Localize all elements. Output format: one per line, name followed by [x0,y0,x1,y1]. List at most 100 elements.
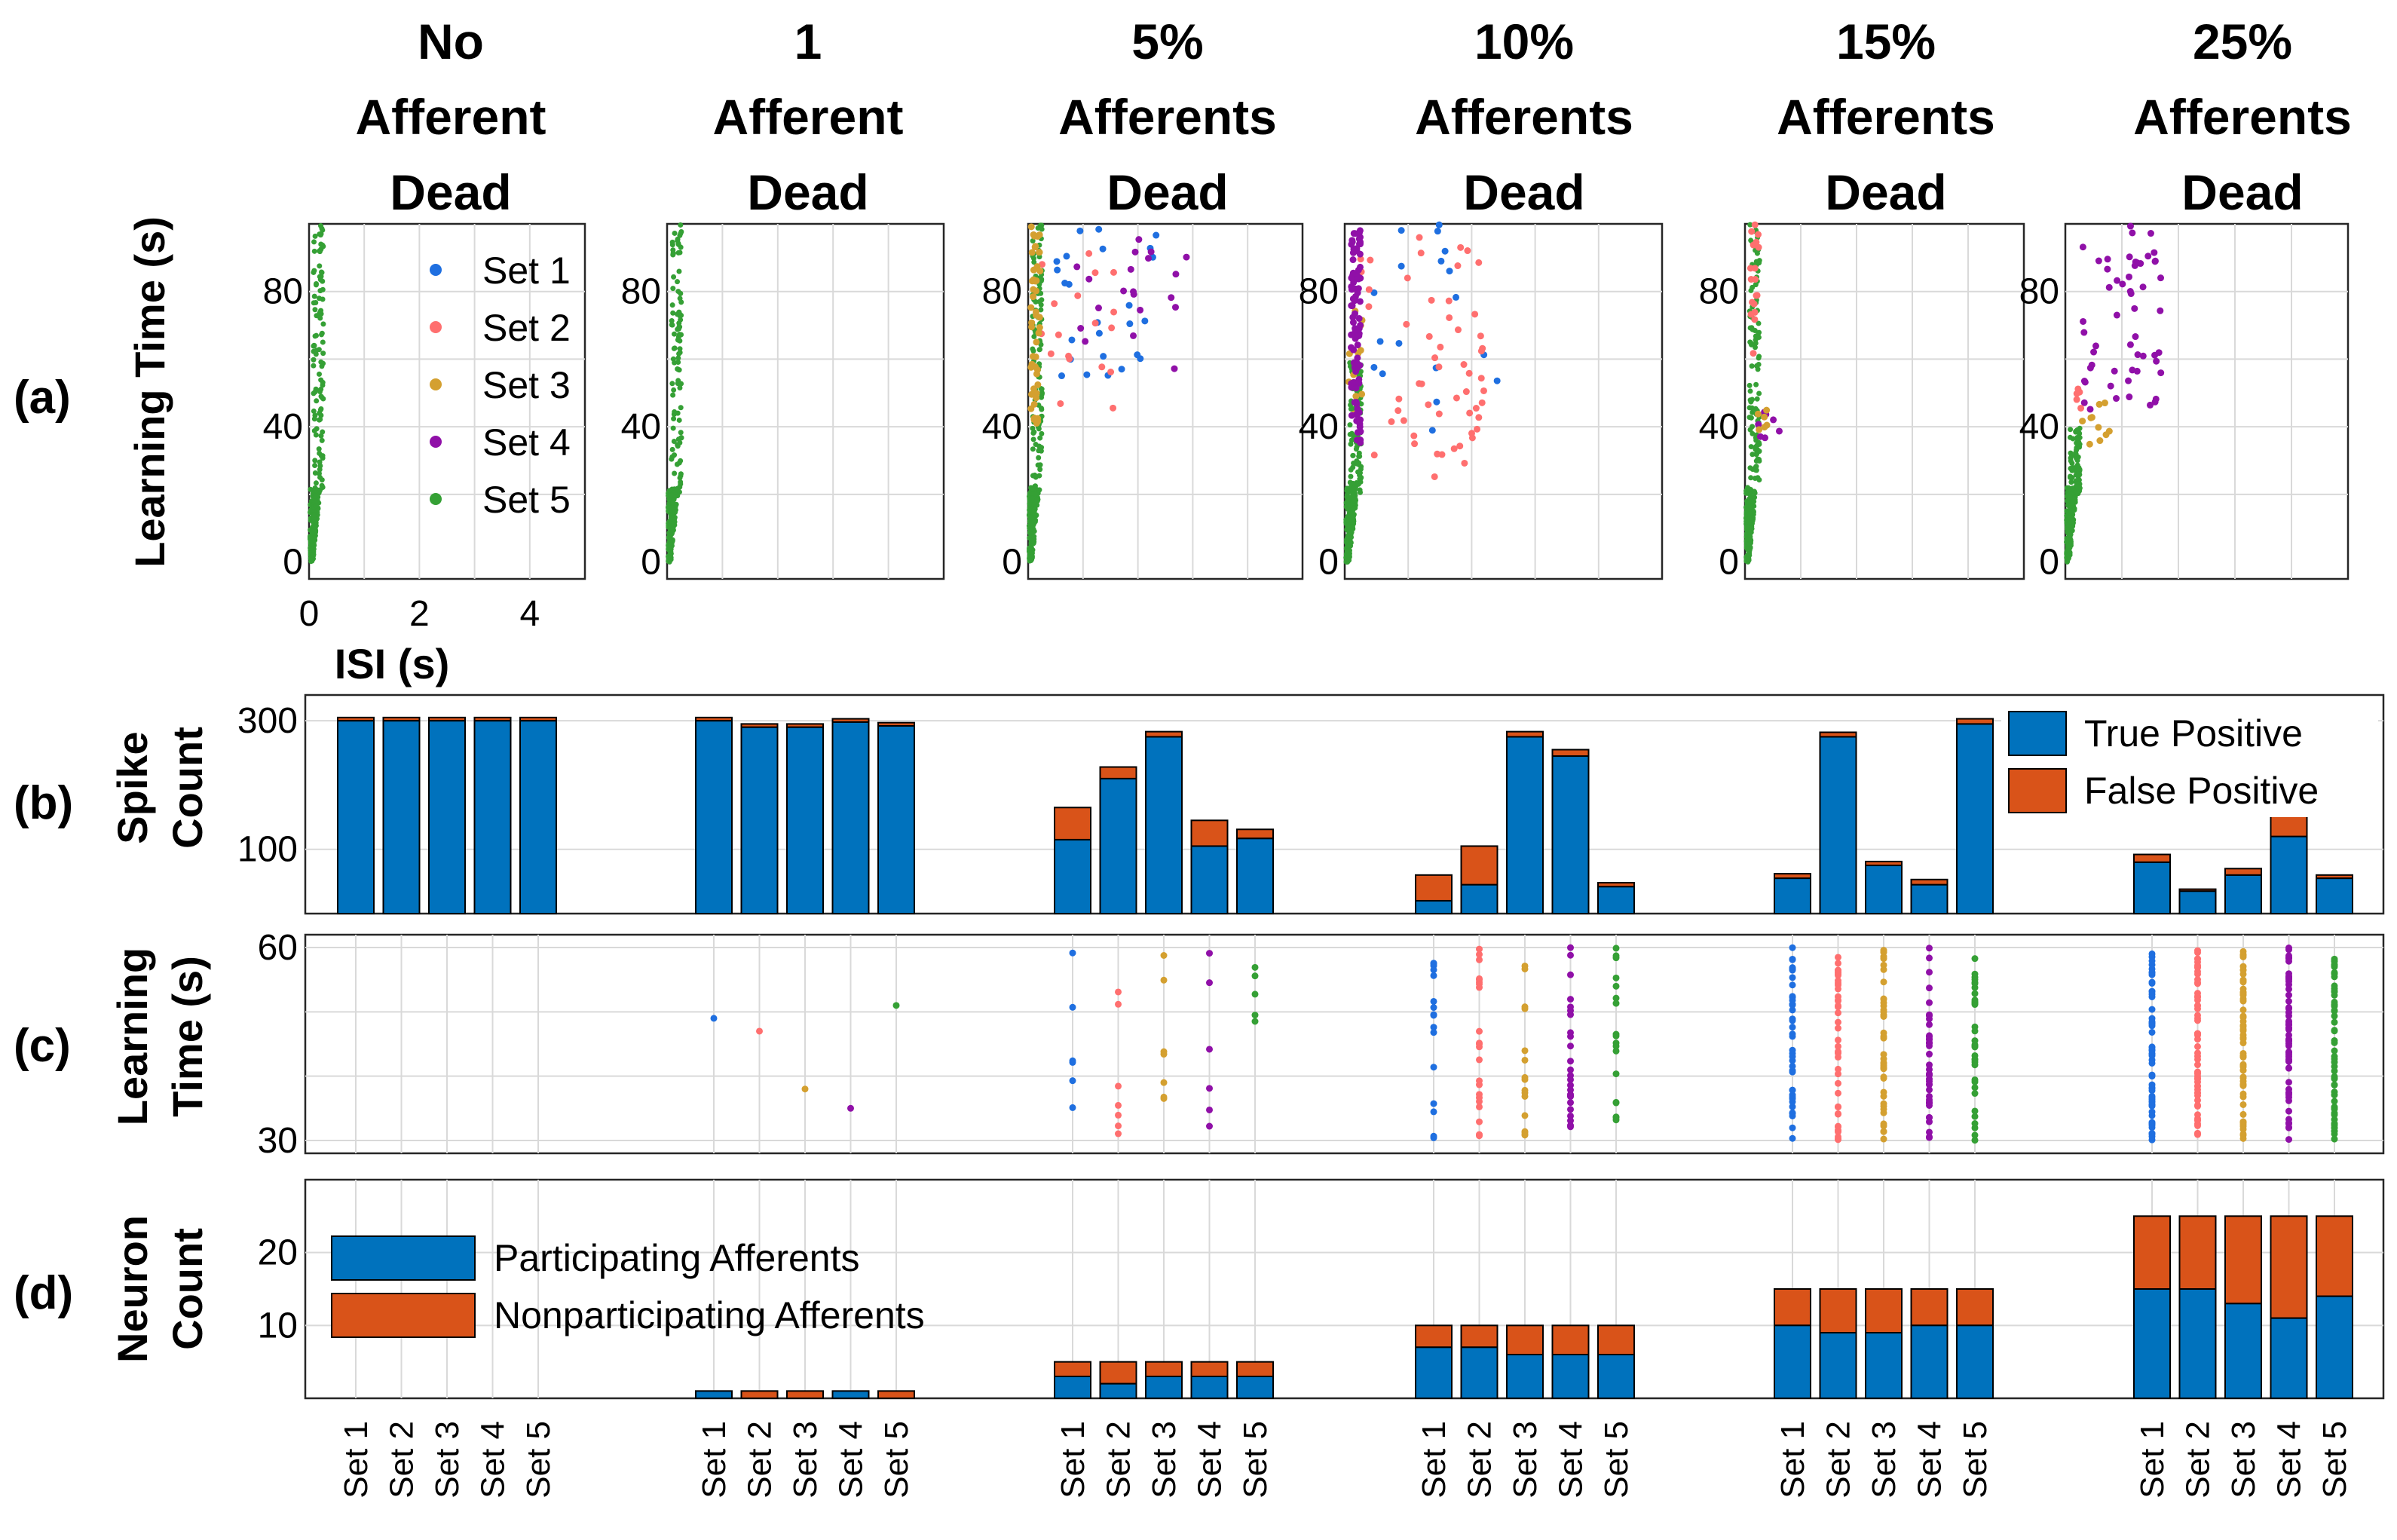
panel-a-point [2068,543,2074,549]
panel-a-point [1350,406,1356,412]
panel-c-point [2331,1135,2338,1143]
panel-d-bar-nonparticipating [1910,1288,1949,1327]
panel-a-point [672,509,678,515]
condition-4-title-line-2: Afferents [1415,89,1633,145]
panel-b-bar-false-positive [1054,807,1091,840]
panel-c-point [1880,1100,1887,1107]
condition-1-title-line-3: Dead [390,164,511,220]
panel-d-bar-participating [1190,1376,1229,1399]
panel-c-point [1567,1072,1574,1079]
panel-c-point [2148,969,2156,976]
category-label-set-2: Set 2 [384,1421,421,1499]
panel-a-point [1098,363,1106,371]
panel-c-point [1835,1123,1841,1131]
panel-a-ytick-label: 80 [1299,272,1339,312]
panel-d-bar-nonparticipating [2316,1215,2353,1297]
panel-b-bar-true-positive [1551,755,1590,914]
panel-a-point [675,366,681,372]
panel-a-ytick-label: 0 [641,543,661,583]
panel-b-bar-true-positive [473,720,512,915]
panel-c-point [1880,947,1887,954]
panel-c-point [2285,970,2292,978]
panel-a-point [1756,390,1762,396]
panel-c-point [2239,1110,2247,1118]
panel-a-point [2070,498,2076,504]
panel-a-point [1753,464,1759,470]
panel-a-point [1754,250,1760,256]
panel-c-point [1880,966,1887,973]
legend-label-set-3: Set 3 [482,364,571,406]
panel-a-point [1058,372,1065,380]
panel-a-point [312,307,318,313]
panel-c-point [1612,1114,1620,1122]
panel-a-point [311,516,317,522]
panel-a-point [2074,385,2082,393]
panel-d-bar-nonparticipating [1190,1361,1229,1377]
panel-d-legend: Participating Afferents Nonparticipating … [331,1235,925,1338]
panel-c-point [2331,1081,2338,1088]
panel-b-bar-false-positive [1819,731,1857,738]
panel-c-point [1612,1000,1620,1007]
category-label-set-2: Set 2 [1820,1421,1857,1499]
panel-a-point [1028,249,1036,256]
panel-a-xlabel: ISI (s) [335,640,449,687]
panel-c-point [1115,1101,1122,1109]
panel-a-point [312,233,318,239]
panel-a-point [1033,491,1039,497]
panel-a-point [1750,409,1756,415]
set-category-labels: Set 1 Set 2 Set 3 Set 4 Set 5 Set 1 Set 2 Set 3… [338,1421,2353,1499]
panel-a-point [1349,314,1357,321]
panel-c-point [2194,1042,2201,1050]
panel-a-point [320,339,326,345]
panel-d-bar-participating [1551,1354,1590,1399]
panel-a-point [1353,446,1359,452]
category-label-set-2: Set 2 [742,1421,779,1499]
panel-a-point [2065,556,2071,562]
panel-a-point [1351,460,1357,466]
panel-a-point [1438,451,1446,458]
panel-c-point [1206,979,1213,987]
panel-a-point [2126,288,2134,295]
panel-a-point [1358,489,1364,495]
condition-6-title-line-1: 25% [2193,14,2292,69]
category-label-set-4: Set 4 [1192,1421,1229,1499]
panel-a-point [1168,294,1175,302]
panel-a-point [669,381,675,387]
panel-a-point [2073,451,2079,457]
panel-c-point [2148,1087,2156,1095]
panel-c-point [1567,1112,1574,1119]
panel-a-point [318,308,324,314]
panel-c-point [1567,996,1574,1003]
panel-a-point [1345,517,1351,523]
panel-a-point [1761,424,1768,431]
panel-a-point [675,355,681,361]
panel-a-ytick-label: 40 [263,407,303,447]
panel-a-point [672,409,678,415]
panel-a-point [2153,357,2160,365]
panel-a-point [1028,390,1036,398]
panel-c-point [1567,944,1574,951]
panel-c-point [1926,1092,1933,1100]
category-label-set-1: Set 1 [696,1421,733,1499]
panel-a-point [1465,369,1473,377]
panel-a-point [1147,248,1155,256]
panel-a-point [1053,258,1061,265]
panel-c-point [2331,1018,2338,1026]
legend-marker-3 [430,378,442,390]
panel-a-point [1095,225,1103,233]
panel-c-point [1612,1039,1620,1047]
panel-a-point [2096,437,2104,445]
panel-c-point [1971,1084,1979,1091]
condition-4-title-line-3: Dead [1463,164,1584,220]
panel-c-point [2148,1081,2156,1088]
panel-a-point [2081,378,2089,386]
panel-a-point [1480,387,1487,394]
panel-a-point [1748,444,1754,450]
condition-3-title-line-2: Afferents [1058,89,1277,145]
panel-a-point [2067,494,2073,500]
legend-marker-2 [430,321,442,333]
panel-c-point [2331,1058,2338,1066]
panel-d-bar-participating [1910,1324,1949,1400]
panel-a-point [317,263,323,269]
panel-a-point [1055,331,1062,338]
